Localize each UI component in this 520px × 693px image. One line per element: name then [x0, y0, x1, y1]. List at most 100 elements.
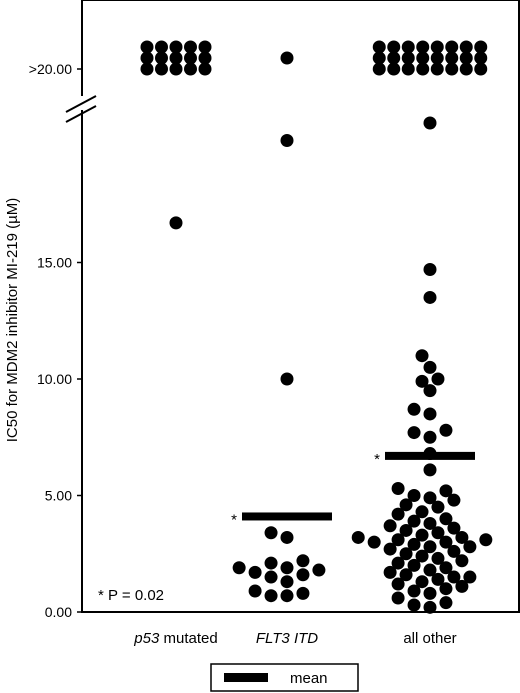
- axis-break-slash: [65, 105, 97, 123]
- data-point: [407, 514, 421, 528]
- data-point: [447, 521, 461, 535]
- y-tick-label: 10.00: [37, 371, 72, 387]
- significance-marker: *: [374, 451, 380, 468]
- data-point: [474, 62, 488, 76]
- data-point: [423, 116, 437, 130]
- data-point: [155, 62, 168, 76]
- data-point: [415, 374, 429, 388]
- data-point: [474, 51, 488, 65]
- p-value-annotation: * P = 0.02: [98, 587, 164, 604]
- data-point: [423, 360, 437, 374]
- data-point: [407, 537, 421, 551]
- data-point: [439, 484, 453, 498]
- data-point: [407, 584, 421, 598]
- data-point: [447, 493, 461, 507]
- plot-frame: [81, 0, 520, 613]
- data-point: [423, 262, 437, 276]
- data-point: [415, 528, 429, 542]
- data-point: [455, 579, 469, 593]
- data-point: [430, 40, 444, 54]
- data-point: [383, 565, 397, 579]
- y-tick-label: >20.00: [29, 61, 72, 77]
- data-point: [423, 563, 437, 577]
- data-point: [407, 558, 421, 572]
- x-categories: p53 mutated FLT3 ITD all other: [133, 630, 456, 647]
- data-point: [264, 526, 278, 540]
- data-point: [280, 561, 294, 575]
- x-category-label: FLT3 ITD: [256, 630, 318, 647]
- data-point: [439, 512, 453, 526]
- data-point: [184, 40, 197, 54]
- data-point: [399, 568, 413, 582]
- data-point: [387, 40, 401, 54]
- data-point: [416, 40, 430, 54]
- data-point: [296, 568, 310, 582]
- data-point: [351, 530, 365, 544]
- data-point: [459, 40, 473, 54]
- data-point: [423, 540, 437, 554]
- x-category-label: p53 mutated: [133, 630, 217, 647]
- data-point: [407, 402, 421, 416]
- data-point: [430, 62, 444, 76]
- data-point: [372, 51, 386, 65]
- data-point: [430, 51, 444, 65]
- data-point: [415, 349, 429, 363]
- legend-box: [210, 663, 359, 692]
- y-tick-label: 5.00: [45, 488, 72, 504]
- data-point: [399, 498, 413, 512]
- data-point: [423, 516, 437, 530]
- data-point: [280, 530, 294, 544]
- data-point: [372, 62, 386, 76]
- data-point: [387, 51, 401, 65]
- data-point: [459, 51, 473, 65]
- data-point: [169, 51, 183, 65]
- data-point: [140, 62, 154, 76]
- data-point: [232, 561, 246, 575]
- data-point: [140, 40, 154, 54]
- data-point: [248, 565, 262, 579]
- data-point: [391, 577, 405, 591]
- data-point: [391, 556, 405, 570]
- data-point: [296, 554, 310, 568]
- data-point: [439, 582, 453, 596]
- data-point: [383, 519, 397, 533]
- y-tick-label: 15.00: [37, 255, 72, 271]
- data-point: [401, 40, 415, 54]
- data-point: [459, 62, 473, 76]
- data-point: [431, 526, 445, 540]
- axis-break: [65, 95, 97, 123]
- data-point: [431, 372, 445, 386]
- data-point: [455, 530, 469, 544]
- axis-break-slash: [65, 95, 97, 113]
- data-point: [479, 533, 493, 547]
- data-point: [391, 533, 405, 547]
- data-point: [198, 40, 212, 54]
- data-point: [169, 40, 183, 54]
- data-point: [431, 572, 445, 586]
- data-point: [416, 62, 430, 76]
- legend: mean: [210, 663, 359, 692]
- data-point: [169, 216, 183, 230]
- data-point: [383, 542, 397, 556]
- data-point: [155, 51, 168, 65]
- data-point: [312, 563, 326, 577]
- data-point: [447, 570, 461, 584]
- data-point: [155, 40, 168, 54]
- y-tick-label: 0.00: [45, 604, 72, 620]
- data-point: [391, 482, 405, 496]
- data-point: [280, 134, 294, 147]
- data-point: [445, 51, 459, 65]
- data-point: [415, 575, 429, 589]
- data-point: [423, 586, 437, 600]
- data-point: [367, 535, 381, 549]
- data-point: [280, 589, 294, 603]
- data-point: [184, 62, 197, 76]
- legend-mean-swatch: [224, 673, 268, 682]
- data-point: [248, 584, 262, 598]
- data-point: [415, 549, 429, 563]
- data-point: [399, 523, 413, 537]
- data-point: [198, 62, 212, 76]
- data-point: [407, 598, 421, 612]
- data-point: [401, 62, 415, 76]
